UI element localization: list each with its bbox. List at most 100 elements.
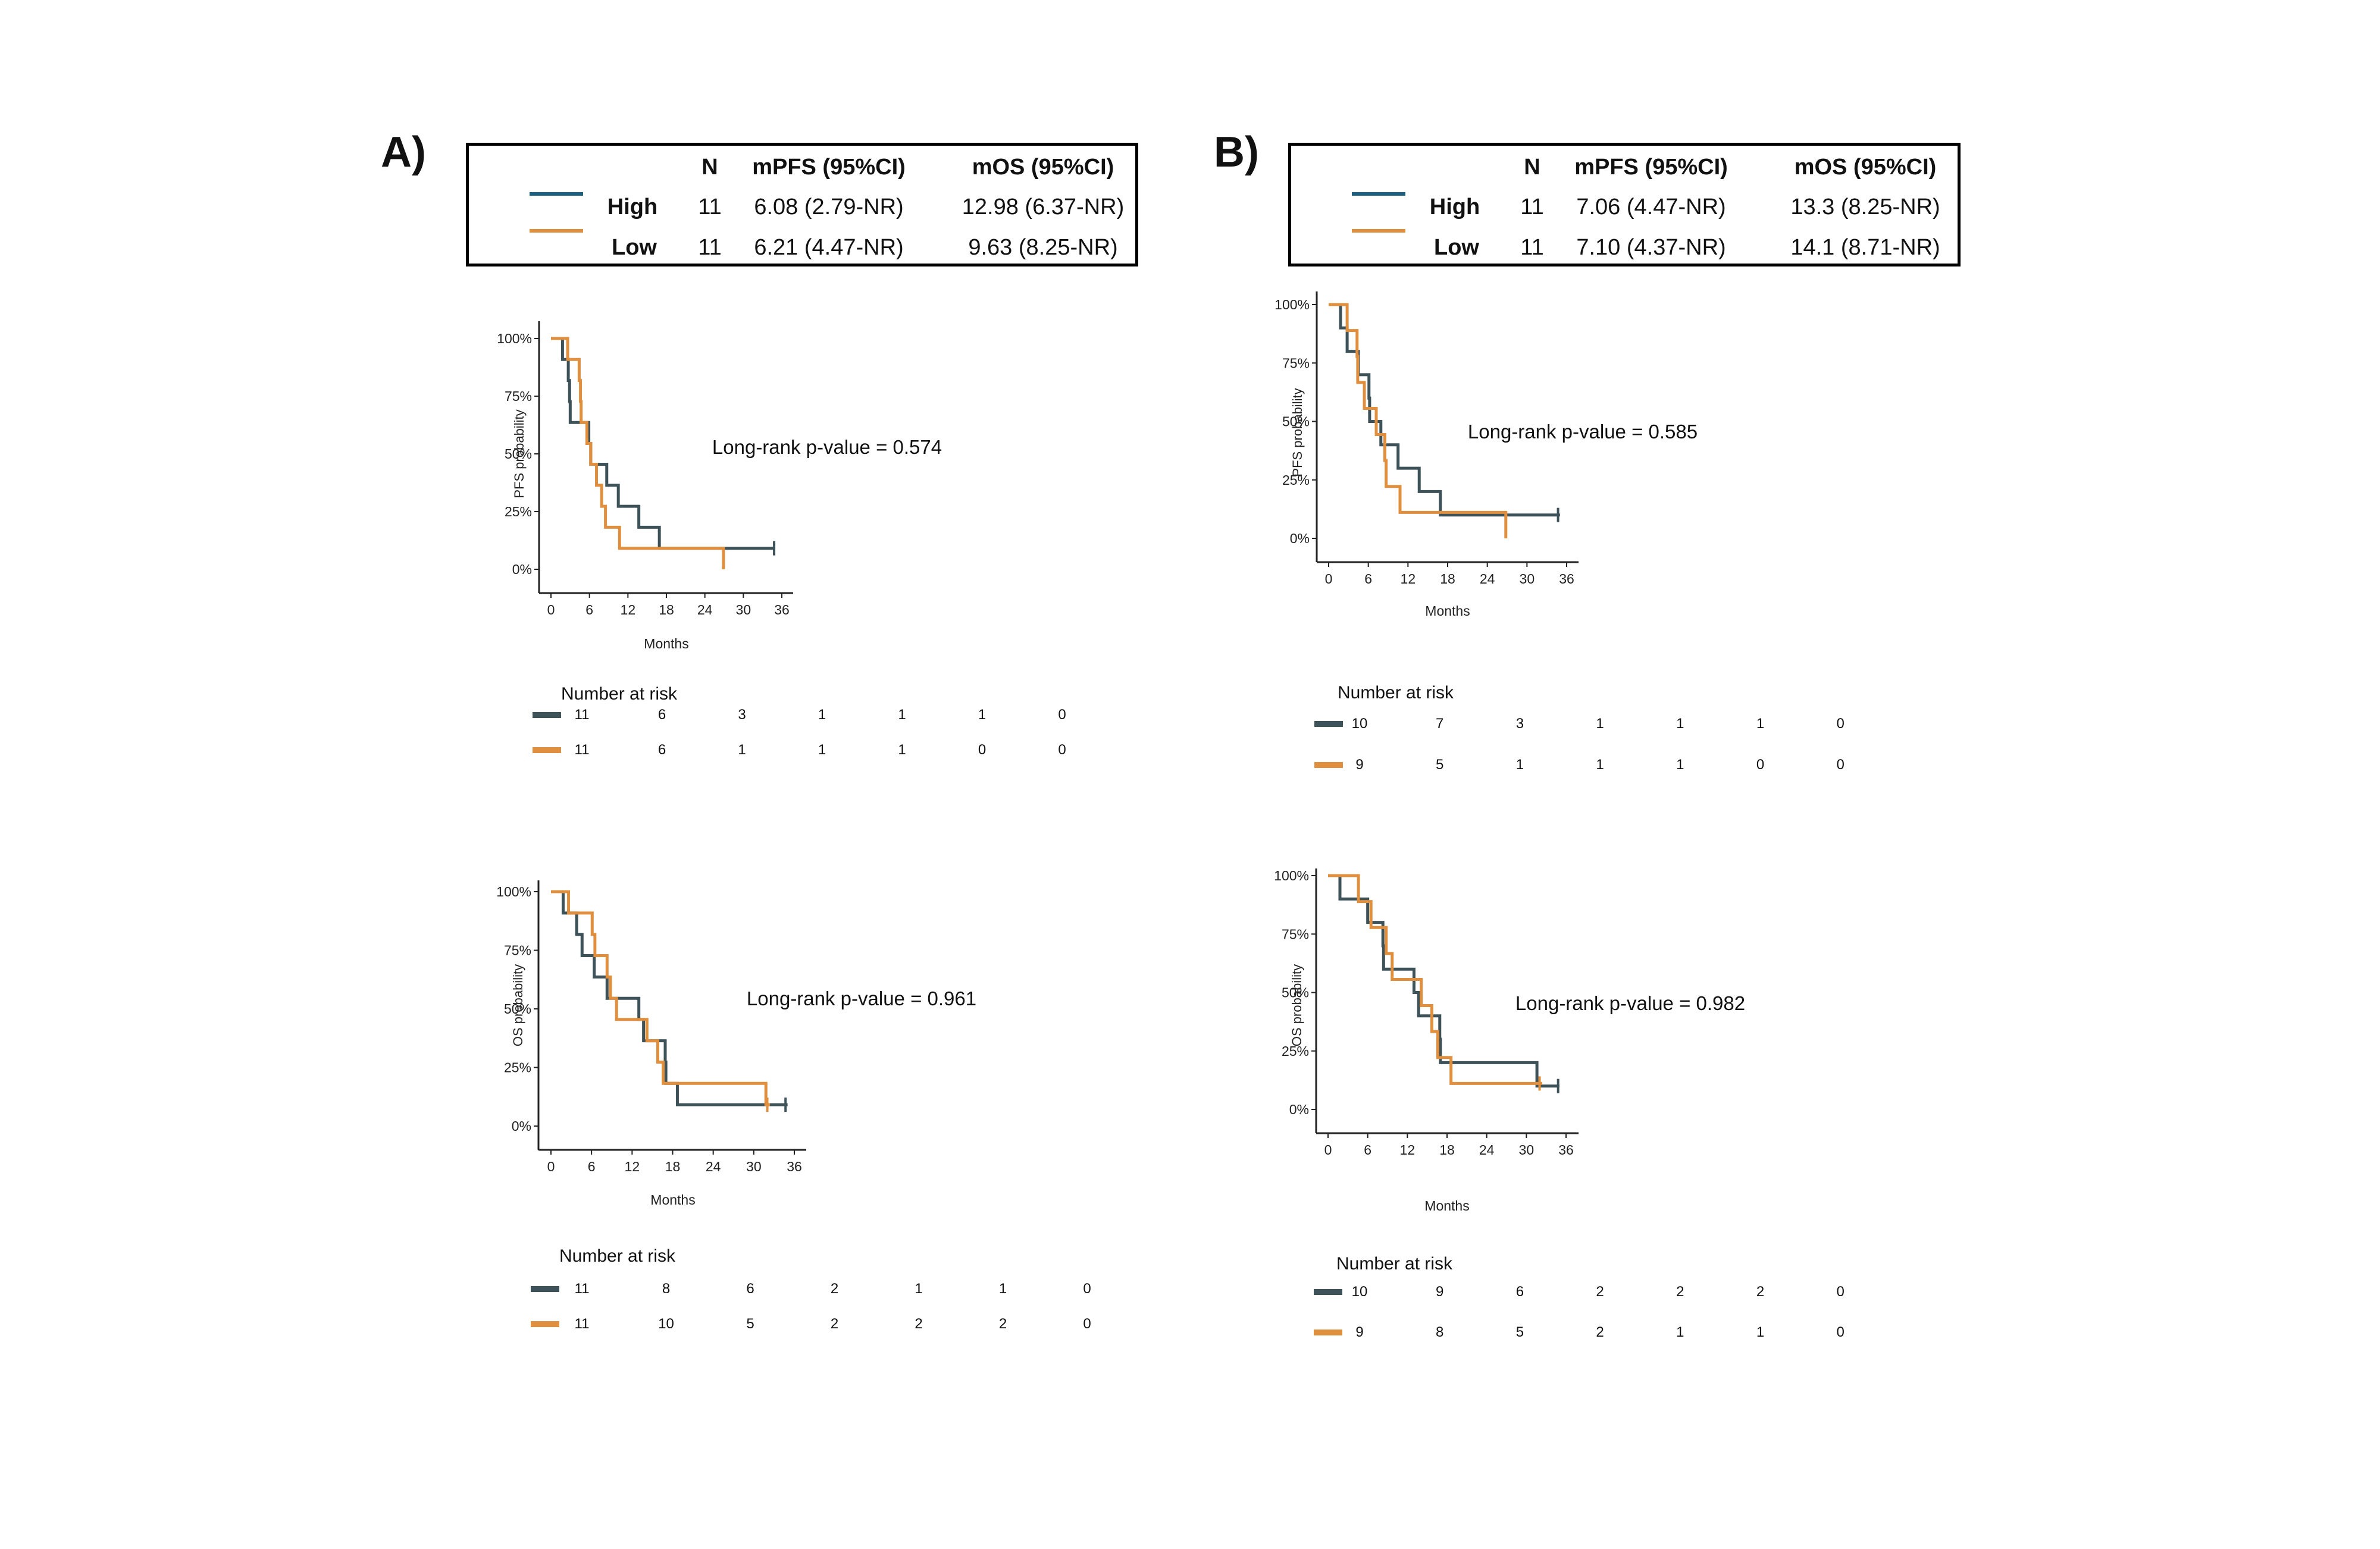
risk-count-low: 6: [657, 742, 666, 758]
x-tick-label: 36: [1559, 571, 1574, 587]
risk-count-low: 10: [658, 1316, 674, 1332]
risk-count-high: 7: [1436, 716, 1444, 732]
y-tick-label: 50%: [1282, 985, 1309, 1001]
risk-table-title: Number at risk: [559, 1246, 676, 1266]
mos-low: 9.63 (8.25-NR): [968, 235, 1118, 260]
risk-count-low: 8: [1436, 1324, 1444, 1340]
risk-count-low: 11: [574, 742, 590, 758]
legend-swatch-low: [530, 229, 583, 233]
risk-count-high: 0: [1058, 707, 1066, 723]
x-tick-label: 12: [1400, 1142, 1416, 1158]
x-tick-label: 0: [1324, 1142, 1332, 1158]
x-tick-label: 12: [1401, 571, 1416, 587]
risk-count-low: 2: [998, 1316, 1007, 1332]
y-tick-label: 100%: [1274, 297, 1310, 312]
risk-count-high: 10: [1351, 1284, 1368, 1300]
panel-letter-a: A): [381, 128, 426, 176]
legend-swatch-high: [530, 192, 583, 196]
legend-swatch-high: [1352, 192, 1405, 196]
mpfs-high: 7.06 (4.47-NR): [1576, 195, 1726, 220]
y-tick-label: 75%: [1282, 926, 1309, 942]
risk-count-high: 6: [1515, 1284, 1524, 1300]
n-high: 11: [698, 195, 722, 220]
risk-count-high: 2: [1596, 1284, 1604, 1300]
risk-count-low: 0: [978, 742, 987, 758]
km-curve-high: [551, 890, 788, 1106]
risk-count-high: 11: [574, 1281, 590, 1297]
y-tick-label: 75%: [505, 388, 532, 404]
risk-count-low: 0: [1058, 742, 1066, 758]
panel-letter-b: B): [1214, 128, 1259, 176]
risk-count-high: 6: [746, 1281, 754, 1297]
header-mos: mOS (95%CI): [1794, 155, 1937, 180]
risk-count-low: 9: [1355, 757, 1364, 773]
mpfs-low: 7.10 (4.37-NR): [1576, 235, 1726, 260]
y-tick-label: 0%: [1290, 531, 1310, 546]
x-tick-label: 0: [547, 1159, 555, 1174]
header-mpfs: mPFS (95%CI): [752, 155, 906, 180]
p-value-annotation: Long-rank p-value = 0.982: [1515, 992, 1745, 1014]
x-tick-label: 36: [787, 1159, 802, 1174]
x-axis-label: Months: [1424, 1198, 1469, 1214]
risk-count-high: 0: [1083, 1281, 1091, 1297]
risk-count-low: 0: [1836, 757, 1844, 773]
risk-count-low: 2: [830, 1316, 839, 1332]
risk-count-low: 1: [1756, 1324, 1765, 1340]
risk-count-high: 3: [1515, 716, 1524, 732]
y-tick-label: 25%: [504, 1060, 531, 1075]
mos-high: 13.3 (8.25-NR): [1790, 195, 1940, 220]
p-value-annotation: Long-rank p-value = 0.574: [712, 436, 942, 458]
x-tick-label: 18: [1439, 1142, 1455, 1158]
risk-count-low: 2: [915, 1316, 923, 1332]
x-tick-label: 12: [625, 1159, 640, 1174]
group-label-low: Low: [1434, 235, 1479, 260]
risk-swatch-low: [531, 1321, 559, 1327]
x-axis-label: Months: [644, 636, 688, 651]
x-tick-label: 24: [697, 602, 713, 617]
risk-count-low: 1: [1515, 757, 1524, 773]
risk-count-high: 2: [1756, 1284, 1765, 1300]
risk-count-low: 2: [1596, 1324, 1604, 1340]
risk-count-low: 1: [1676, 1324, 1684, 1340]
y-axis-label: PFS probability: [1290, 388, 1305, 476]
risk-swatch-high: [1314, 1289, 1342, 1295]
y-tick-label: 100%: [496, 884, 531, 899]
summary-table-b: N mPFS (95%CI) mOS (95%CI) High 11 7.06 …: [1288, 143, 1961, 266]
risk-count-low: 1: [738, 742, 746, 758]
x-tick-label: 36: [774, 602, 790, 617]
risk-count-low: 11: [574, 1316, 590, 1332]
x-tick-label: 30: [1519, 1142, 1535, 1158]
x-axis-label: Months: [1425, 603, 1470, 619]
group-label-low: Low: [612, 235, 657, 260]
group-label-high: High: [607, 195, 658, 220]
x-tick-label: 12: [621, 602, 636, 617]
mpfs-low: 6.21 (4.47-NR): [754, 235, 904, 260]
header-mpfs: mPFS (95%CI): [1574, 155, 1728, 180]
mos-low: 14.1 (8.71-NR): [1790, 235, 1940, 260]
y-tick-label: 75%: [1282, 355, 1310, 371]
y-tick-label: 25%: [505, 504, 532, 519]
y-tick-label: 50%: [504, 1001, 531, 1017]
risk-count-high: 1: [915, 1281, 923, 1297]
km-curve-low: [1329, 303, 1508, 538]
y-tick-label: 0%: [512, 562, 532, 577]
y-axis-label: OS probability: [1289, 964, 1304, 1046]
km-curve-low: [551, 337, 725, 569]
risk-count-high: 1: [898, 707, 906, 723]
risk-swatch-high: [1314, 721, 1343, 727]
x-tick-label: 36: [1558, 1142, 1574, 1158]
risk-count-low: 9: [1355, 1324, 1364, 1340]
risk-count-low: 0: [1756, 757, 1765, 773]
km-curve-low: [1328, 874, 1542, 1085]
risk-count-low: 5: [1436, 757, 1444, 773]
risk-count-low: 0: [1836, 1324, 1844, 1340]
risk-count-low: 1: [1596, 757, 1604, 773]
x-tick-label: 24: [1480, 571, 1495, 587]
x-tick-label: 18: [1440, 571, 1455, 587]
x-tick-label: 0: [1325, 571, 1333, 587]
risk-count-high: 1: [998, 1281, 1007, 1297]
risk-count-high: 11: [574, 707, 590, 723]
n-high: 11: [1520, 195, 1544, 220]
risk-count-low: 1: [1676, 757, 1684, 773]
x-tick-label: 30: [1520, 571, 1535, 587]
